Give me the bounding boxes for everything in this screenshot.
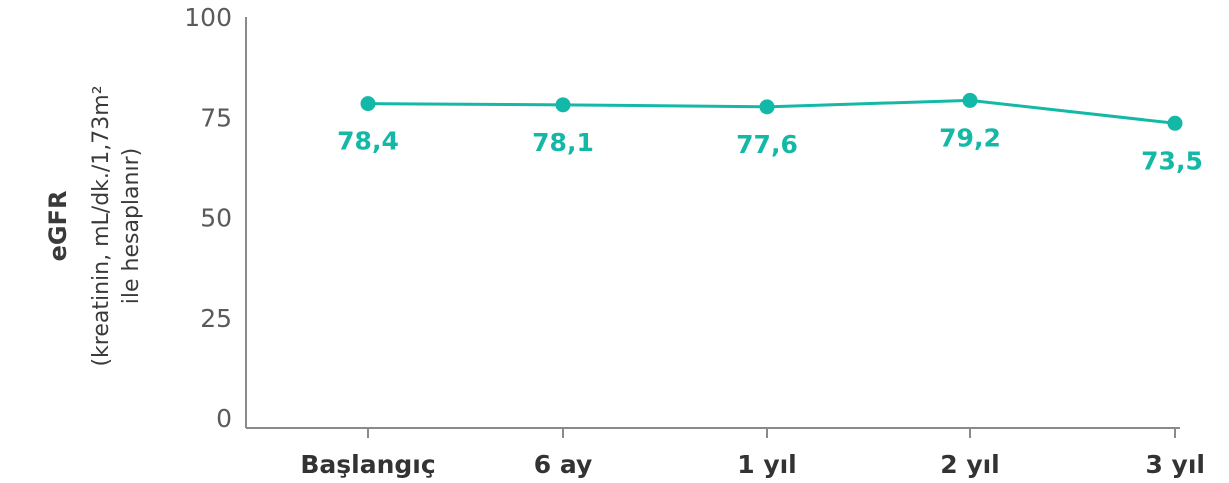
data-point — [962, 92, 978, 108]
data-point — [360, 96, 376, 112]
x-tick-label: 6 ay — [534, 450, 593, 479]
y-tick-label: 0 — [216, 404, 232, 433]
y-tick-label: 100 — [184, 3, 232, 32]
data-point — [555, 97, 571, 113]
data-label: 73,5 — [1141, 146, 1203, 175]
y-axis-title-line1: eGFR — [44, 191, 72, 262]
y-tick-label: 75 — [200, 103, 232, 132]
x-tick-label: 2 yıl — [940, 450, 1000, 479]
y-axis-title-line3: ile hesaplanır) — [119, 148, 144, 304]
data-point — [1167, 115, 1183, 131]
series-layer — [360, 92, 1183, 131]
x-tick-label: Başlangıç — [300, 450, 435, 479]
data-label: 79,2 — [939, 123, 1001, 152]
x-tick-labels: Başlangıç 6 ay 1 yıl 2 yıl 3 yıl — [300, 450, 1205, 479]
y-tick-labels: 0 25 50 75 100 — [184, 3, 232, 433]
y-tick-label: 25 — [200, 304, 232, 333]
x-tick-marks — [367, 428, 1176, 438]
y-axis-title-line2: (kreatinin, mL/dk./1,73m² — [89, 85, 114, 366]
y-tick-label: 50 — [200, 204, 232, 233]
y-axis-title: eGFR (kreatinin, mL/dk./1,73m² ile hesap… — [44, 85, 144, 366]
data-label: 78,4 — [337, 127, 399, 156]
x-tick-label: 1 yıl — [737, 450, 797, 479]
data-point — [759, 99, 775, 115]
data-label: 77,6 — [736, 130, 798, 159]
data-label-layer: 78,4 78,1 77,6 79,2 73,5 — [337, 123, 1203, 175]
x-tick-label: 3 yıl — [1145, 450, 1205, 479]
data-label: 78,1 — [532, 128, 594, 157]
